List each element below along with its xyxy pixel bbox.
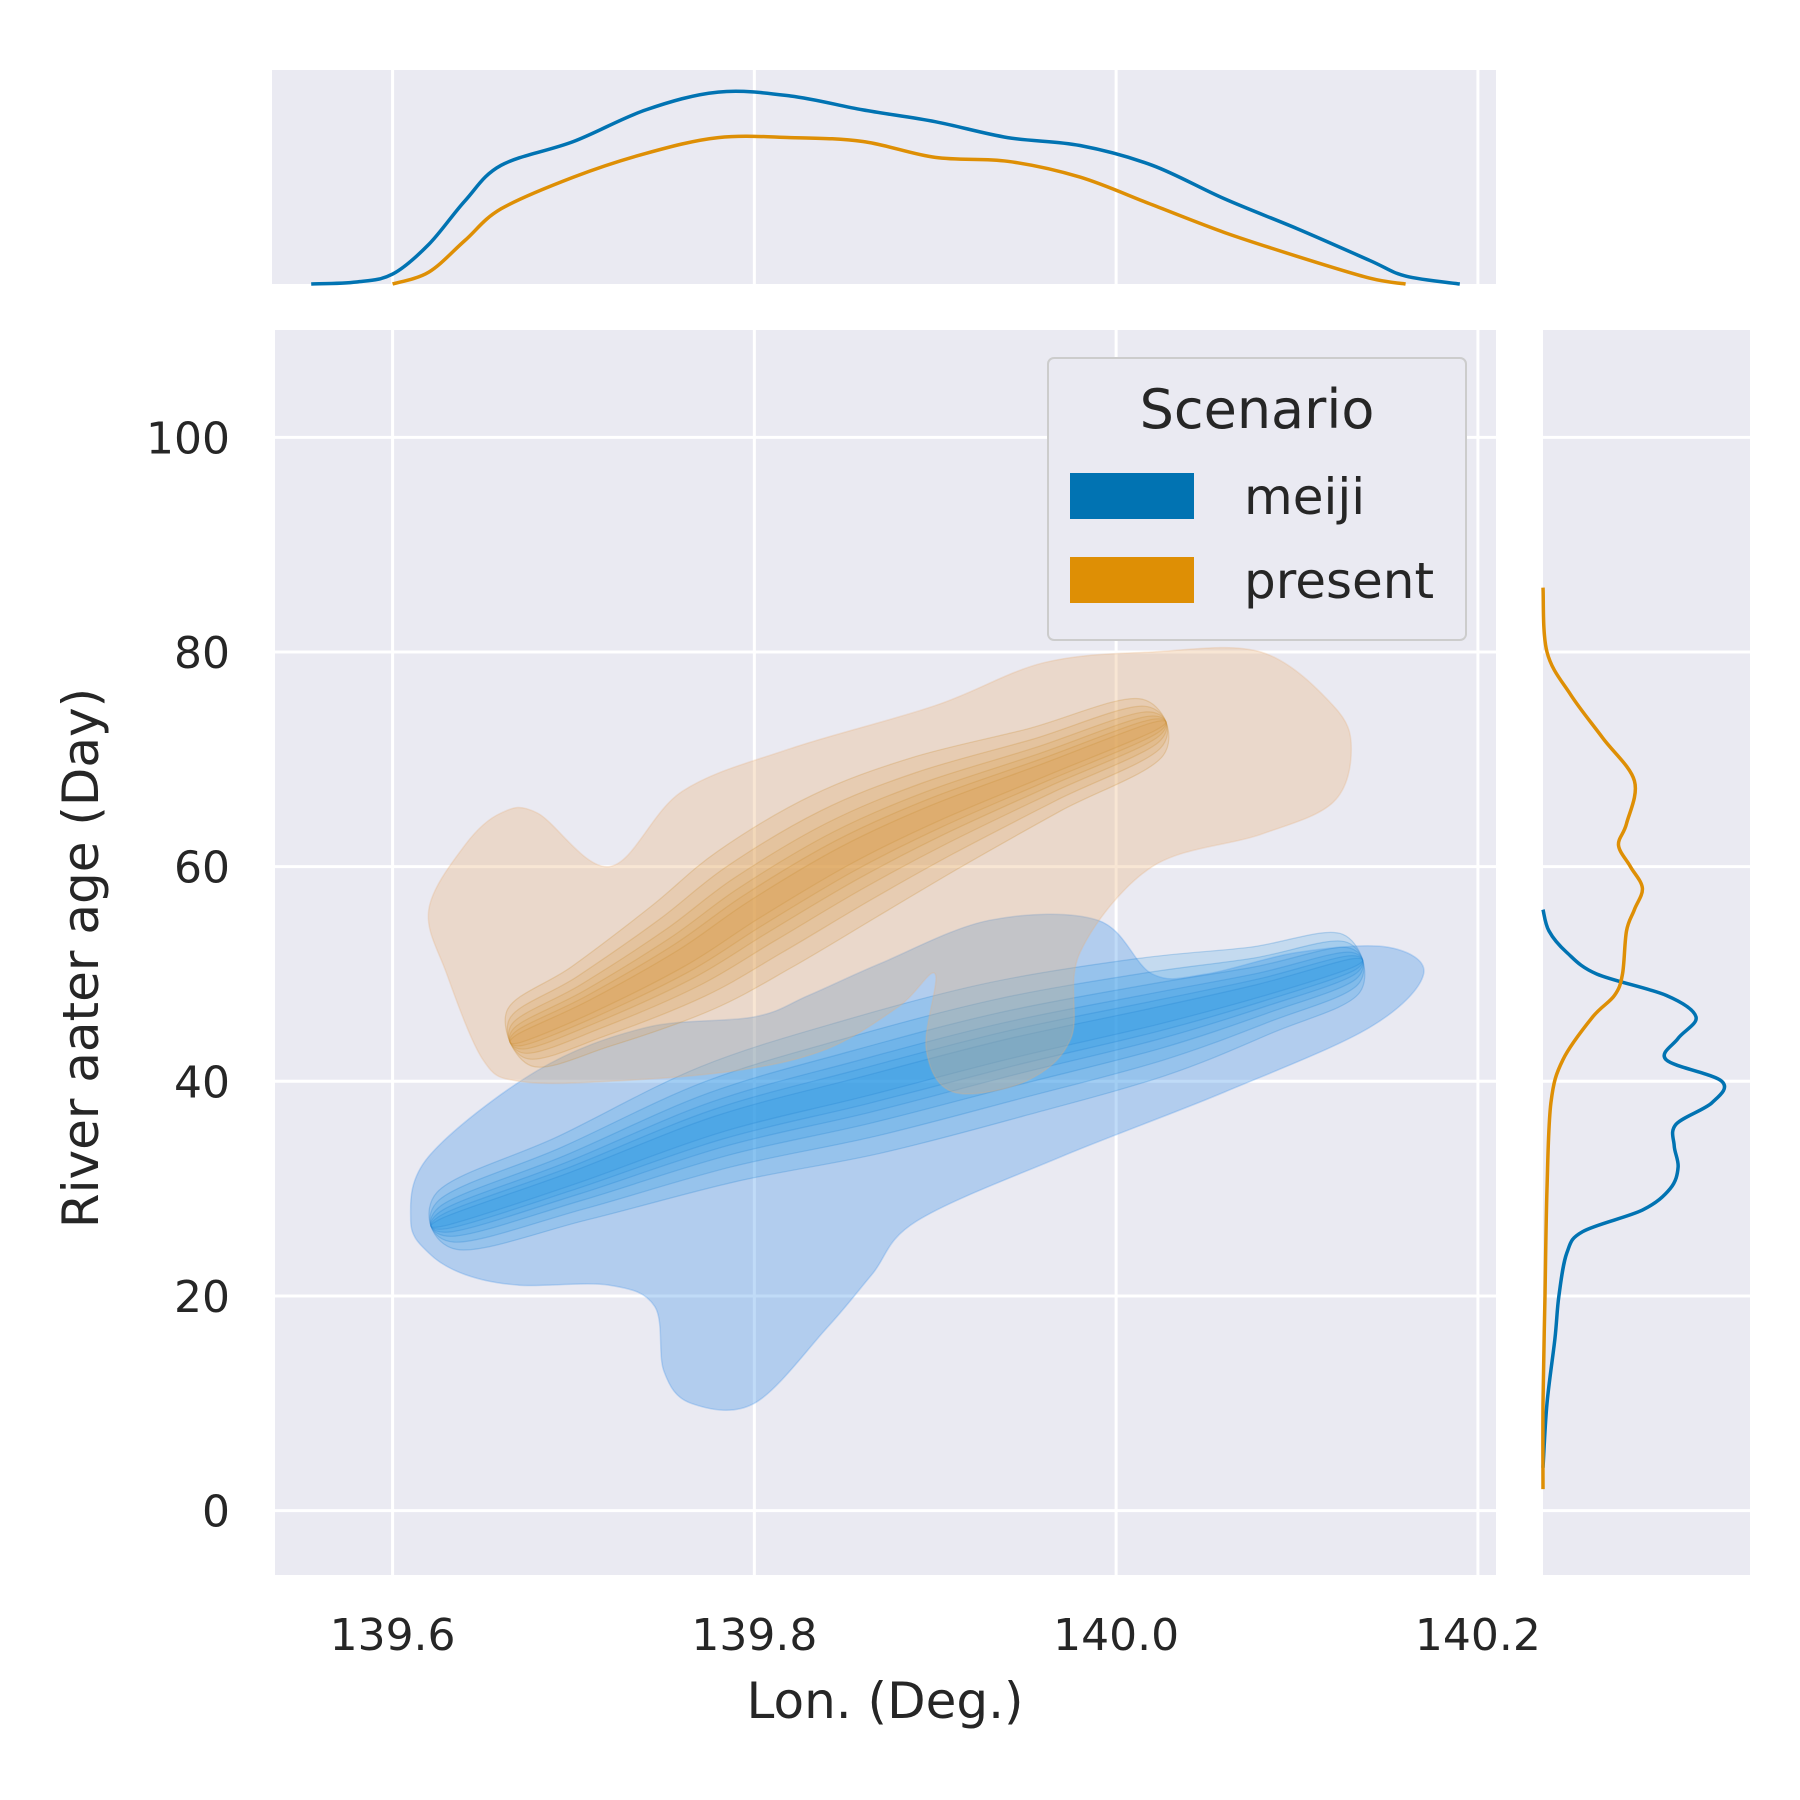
legend-label-present: present — [1244, 552, 1434, 610]
kde-contour-level-3-present — [508, 711, 1168, 1054]
joint-plot-panel — [275, 330, 1496, 1575]
y-tick-label: 20 — [174, 1272, 230, 1323]
top-marginal-background — [272, 70, 1496, 284]
marginal-y-curve-present — [1541, 587, 1645, 1490]
right-marginal-curves — [1541, 587, 1727, 1490]
y-axis-label: River aater age (Day) — [52, 688, 110, 1228]
right-marginal-background — [1543, 330, 1750, 1575]
kde-contour-level-5-present — [509, 718, 1167, 1047]
legend-title: Scenario — [1140, 378, 1375, 441]
marginal-x-curve-meiji — [311, 89, 1461, 286]
x-tick-labels: 139.6 139.8 140.0 140.2 — [330, 1610, 1541, 1661]
y-tick-label: 60 — [174, 843, 230, 894]
y-tick-label: 0 — [202, 1487, 230, 1538]
kde-contour-level-1-meiji — [428, 931, 1366, 1251]
kde-contour-level-2-meiji — [429, 940, 1365, 1243]
kde-contour-level-6-present — [509, 720, 1167, 1045]
x-axis-label: Lon. (Deg.) — [747, 1672, 1024, 1730]
joint-plot-kde-layers — [409, 646, 1425, 1411]
kde-contour-level-5-meiji — [430, 955, 1364, 1230]
top-marginal-panel — [272, 70, 1496, 286]
kde-contour-outer-present — [427, 646, 1353, 1095]
kde-contour-level-4-present — [508, 715, 1167, 1050]
top-marginal-curves — [311, 89, 1461, 286]
legend: Scenario meiji present — [1047, 357, 1467, 641]
y-tick-labels: 0 20 40 60 80 100 — [146, 413, 230, 1537]
kde-contour-level-6-meiji — [430, 957, 1364, 1228]
right-marginal-panel — [1541, 330, 1750, 1575]
y-tick-label: 80 — [174, 628, 230, 679]
kde-contour-outer-meiji — [409, 913, 1425, 1411]
right-marginal-gridlines — [1543, 435, 1750, 1513]
kde-contour-level-4-meiji — [430, 951, 1364, 1233]
x-tick-label: 139.8 — [691, 1610, 817, 1661]
x-tick-label: 139.6 — [330, 1610, 456, 1661]
y-tick-label: 40 — [174, 1057, 230, 1108]
kde-contour-level-2-present — [506, 705, 1169, 1060]
marginal-y-curve-meiji — [1541, 909, 1727, 1468]
x-tick-label: 140.0 — [1053, 1610, 1179, 1661]
kde-meiji — [409, 913, 1425, 1411]
kde-contour-level-1-present — [504, 697, 1170, 1068]
kde-present — [427, 646, 1353, 1095]
top-marginal-gridlines — [391, 70, 1480, 284]
marginal-x-curve-present — [392, 134, 1406, 286]
legend-swatch-meiji — [1070, 473, 1194, 519]
y-tick-label: 100 — [146, 413, 230, 464]
legend-label-meiji: meiji — [1244, 468, 1365, 526]
legend-swatch-present — [1070, 557, 1194, 603]
x-tick-label: 140.2 — [1415, 1610, 1541, 1661]
kde-contour-level-3-meiji — [429, 946, 1364, 1237]
